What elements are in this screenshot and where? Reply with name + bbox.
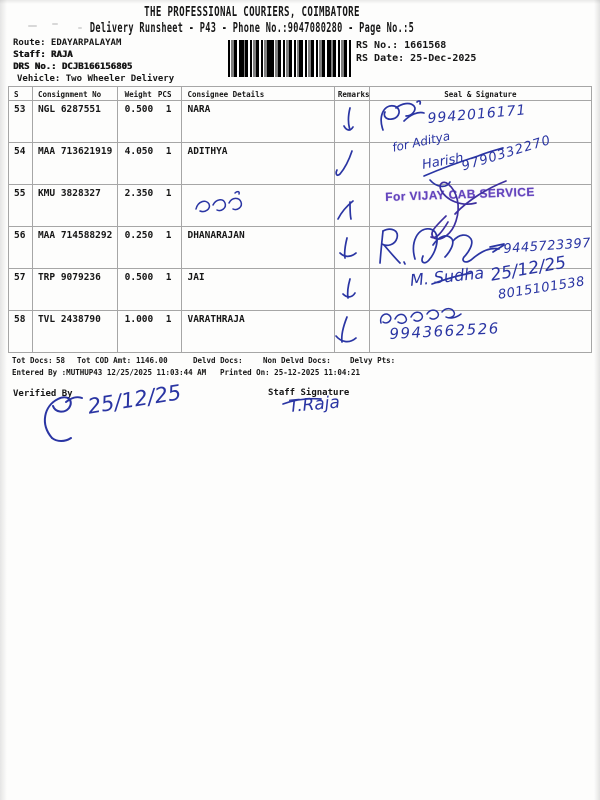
entered-by-text: Entered By :MUTHUP43 12/25/2025 11:03:44… — [12, 368, 207, 377]
row-sno: 56 — [9, 227, 33, 268]
verified-by-signature-scribble — [43, 396, 83, 442]
row-consignment: MAA 713621919 — [33, 143, 118, 184]
row-weight: 0.500 — [124, 104, 154, 115]
row-consignee: NARA — [182, 101, 335, 142]
row-weight: 0.250 — [124, 230, 154, 241]
header-remarks: Remarks — [335, 87, 370, 100]
header-consignment: Consignment No — [33, 87, 118, 100]
route-line: Route: EDAYARPALAYAM — [13, 38, 122, 48]
tot-cod-label: Tot COD Amt: — [77, 356, 132, 365]
row-sno: 55 — [9, 185, 33, 226]
row-weight-pcs: 0.500 1 — [118, 101, 183, 142]
row-weight: 2.350 — [124, 188, 154, 199]
row-pcs: 1 — [165, 146, 172, 157]
tot-docs-label: Tot Docs: — [12, 356, 53, 365]
row-pcs: 1 — [165, 314, 172, 325]
header-weight-pcs: Weight PCS — [118, 87, 183, 100]
tot-docs-value: 58 — [56, 356, 66, 365]
row-sno: 53 — [9, 101, 33, 142]
staff-line: Staff: RAJA — [13, 50, 73, 60]
table-header-row: S No Consignment No Weight PCS Consignee… — [9, 87, 591, 101]
row-consignment: MAA 714588292 — [33, 227, 118, 268]
scan-edge-left — [0, 0, 7, 800]
verified-by-signature-date: 25/12/25 — [86, 380, 183, 419]
delvy-pts-label: Delvy Pts: — [350, 356, 396, 365]
row-consignment: TVL 2438790 — [33, 311, 118, 352]
table-row: 55 KMU 3828327 2.350 1 — [9, 185, 591, 227]
row-consignee: ADITHYA — [182, 143, 335, 184]
row-weight-pcs: 1.000 1 — [118, 311, 183, 352]
row-consignee: DHANARAJAN — [182, 227, 335, 268]
non-delvd-docs-label: Non Delvd Docs: — [263, 356, 331, 365]
row-pcs: 1 — [165, 230, 172, 241]
scan-smudge — [78, 27, 82, 29]
header-weight: Weight — [124, 90, 152, 99]
scan-smudge — [28, 25, 37, 27]
row-sno: 54 — [9, 143, 33, 184]
row-pcs: 1 — [165, 188, 172, 199]
vehicle-line: Vehicle: Two Wheeler Delivery — [17, 74, 175, 84]
row-weight-pcs: 0.250 1 — [118, 227, 183, 268]
printed-on-text: Printed On: 25-12-2025 11:04:21 — [220, 368, 360, 377]
runsheet-table: S No Consignment No Weight PCS Consignee… — [8, 86, 592, 353]
header-consignee: Consignee Details — [182, 87, 335, 100]
drs-line: DRS No.: DCJB166156805 — [13, 62, 133, 72]
scan-smudge — [52, 23, 58, 25]
company-title: THE PROFESSIONAL COURIERS, COIMBATORE — [144, 5, 360, 20]
row-weight: 0.500 — [124, 272, 154, 283]
table-row: 56 MAA 714588292 0.250 1 DHANARAJAN — [9, 227, 591, 269]
header-seal: Seal & Signature — [444, 90, 517, 99]
table-row: 57 TRP 9079236 0.500 1 JAI — [9, 269, 591, 311]
row-sno: 58 — [9, 311, 33, 352]
scan-edge-top — [0, 0, 600, 4]
header-sno: S No — [9, 87, 33, 100]
row-remarks — [335, 143, 370, 184]
runsheet-subtitle: Delivery Runsheet - P43 - Phone No.:9047… — [89, 21, 415, 36]
header-pcs: PCS — [157, 90, 172, 99]
row-consignee — [182, 185, 335, 226]
rs-barcode — [228, 40, 352, 77]
row-weight-pcs: 4.050 1 — [118, 143, 183, 184]
table-row: 58 TVL 2438790 1.000 1 VARATHRAJA — [9, 311, 591, 353]
row-remarks — [335, 269, 370, 310]
table-row: 53 NGL 6287551 0.500 1 NARA — [9, 101, 591, 143]
row-weight-pcs: 0.500 1 — [118, 269, 183, 310]
row-weight: 1.000 — [124, 314, 154, 325]
row-remarks — [335, 311, 370, 352]
row-pcs: 1 — [165, 272, 172, 283]
row-consignment: KMU 3828327 — [33, 185, 118, 226]
row-consignment: NGL 6287551 — [33, 101, 118, 142]
verified-by-label: Verified By — [13, 389, 73, 399]
row-sno: 57 — [9, 269, 33, 310]
tot-cod-value: 1146.00 — [136, 356, 168, 365]
row-consignee: VARATHRAJA — [182, 311, 335, 352]
row-pcs: 1 — [165, 104, 172, 115]
table-row: 54 MAA 713621919 4.050 1 ADITHYA — [9, 143, 591, 185]
row-remarks — [335, 185, 370, 226]
staff-signature-label: Staff Signature — [268, 388, 350, 398]
rs-date-line: RS Date: 25-Dec-2025 — [356, 53, 477, 64]
row-remarks — [335, 101, 370, 142]
row-consignee: JAI — [182, 269, 335, 310]
staff-signature-handwritten: T.Raja — [288, 392, 341, 417]
rs-no-line: RS No.: 1661568 — [356, 40, 447, 51]
row-weight-pcs: 2.350 1 — [118, 185, 183, 226]
delvd-docs-label: Delvd Docs: — [193, 356, 243, 365]
row-remarks — [335, 227, 370, 268]
row-consignment: TRP 9079236 — [33, 269, 118, 310]
scan-edge-right — [594, 0, 600, 800]
row-weight: 4.050 — [124, 146, 154, 157]
